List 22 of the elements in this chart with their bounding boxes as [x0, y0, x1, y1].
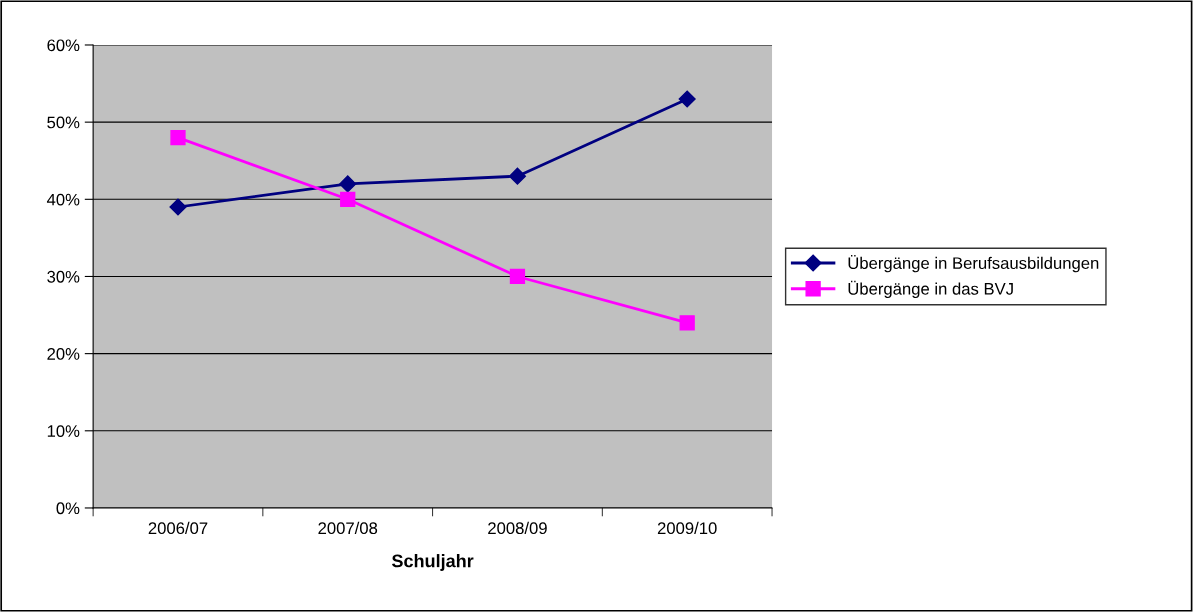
point: [169, 198, 187, 216]
point: [170, 129, 186, 146]
point: [678, 90, 696, 108]
x-tick-label: 2008/09: [488, 521, 547, 535]
y-tick-label: 60%: [47, 39, 80, 52]
x-tick-label: 2006/07: [148, 521, 208, 535]
y-tick-label: 30%: [47, 270, 80, 283]
point: [339, 175, 357, 193]
legend-label: Übergänge in Berufsausbildungen: [848, 254, 1099, 273]
y-tick-label: 40%: [46, 193, 80, 206]
y-tick-label: 50%: [47, 116, 80, 129]
point: [508, 167, 527, 185]
point: [340, 191, 356, 207]
y-tick-label: 10%: [47, 425, 80, 437]
x-tick-label: 2009/10: [657, 521, 717, 535]
y-tick-label: 20%: [47, 348, 80, 360]
x-axis-title: Schuljahr: [391, 554, 474, 571]
legend-label: Übergänge in das BVJ: [848, 280, 1013, 299]
y-tick-label: 0%: [56, 502, 80, 515]
point: [509, 268, 526, 285]
x-tick-label: 2007/08: [318, 521, 378, 535]
point: [679, 315, 695, 331]
